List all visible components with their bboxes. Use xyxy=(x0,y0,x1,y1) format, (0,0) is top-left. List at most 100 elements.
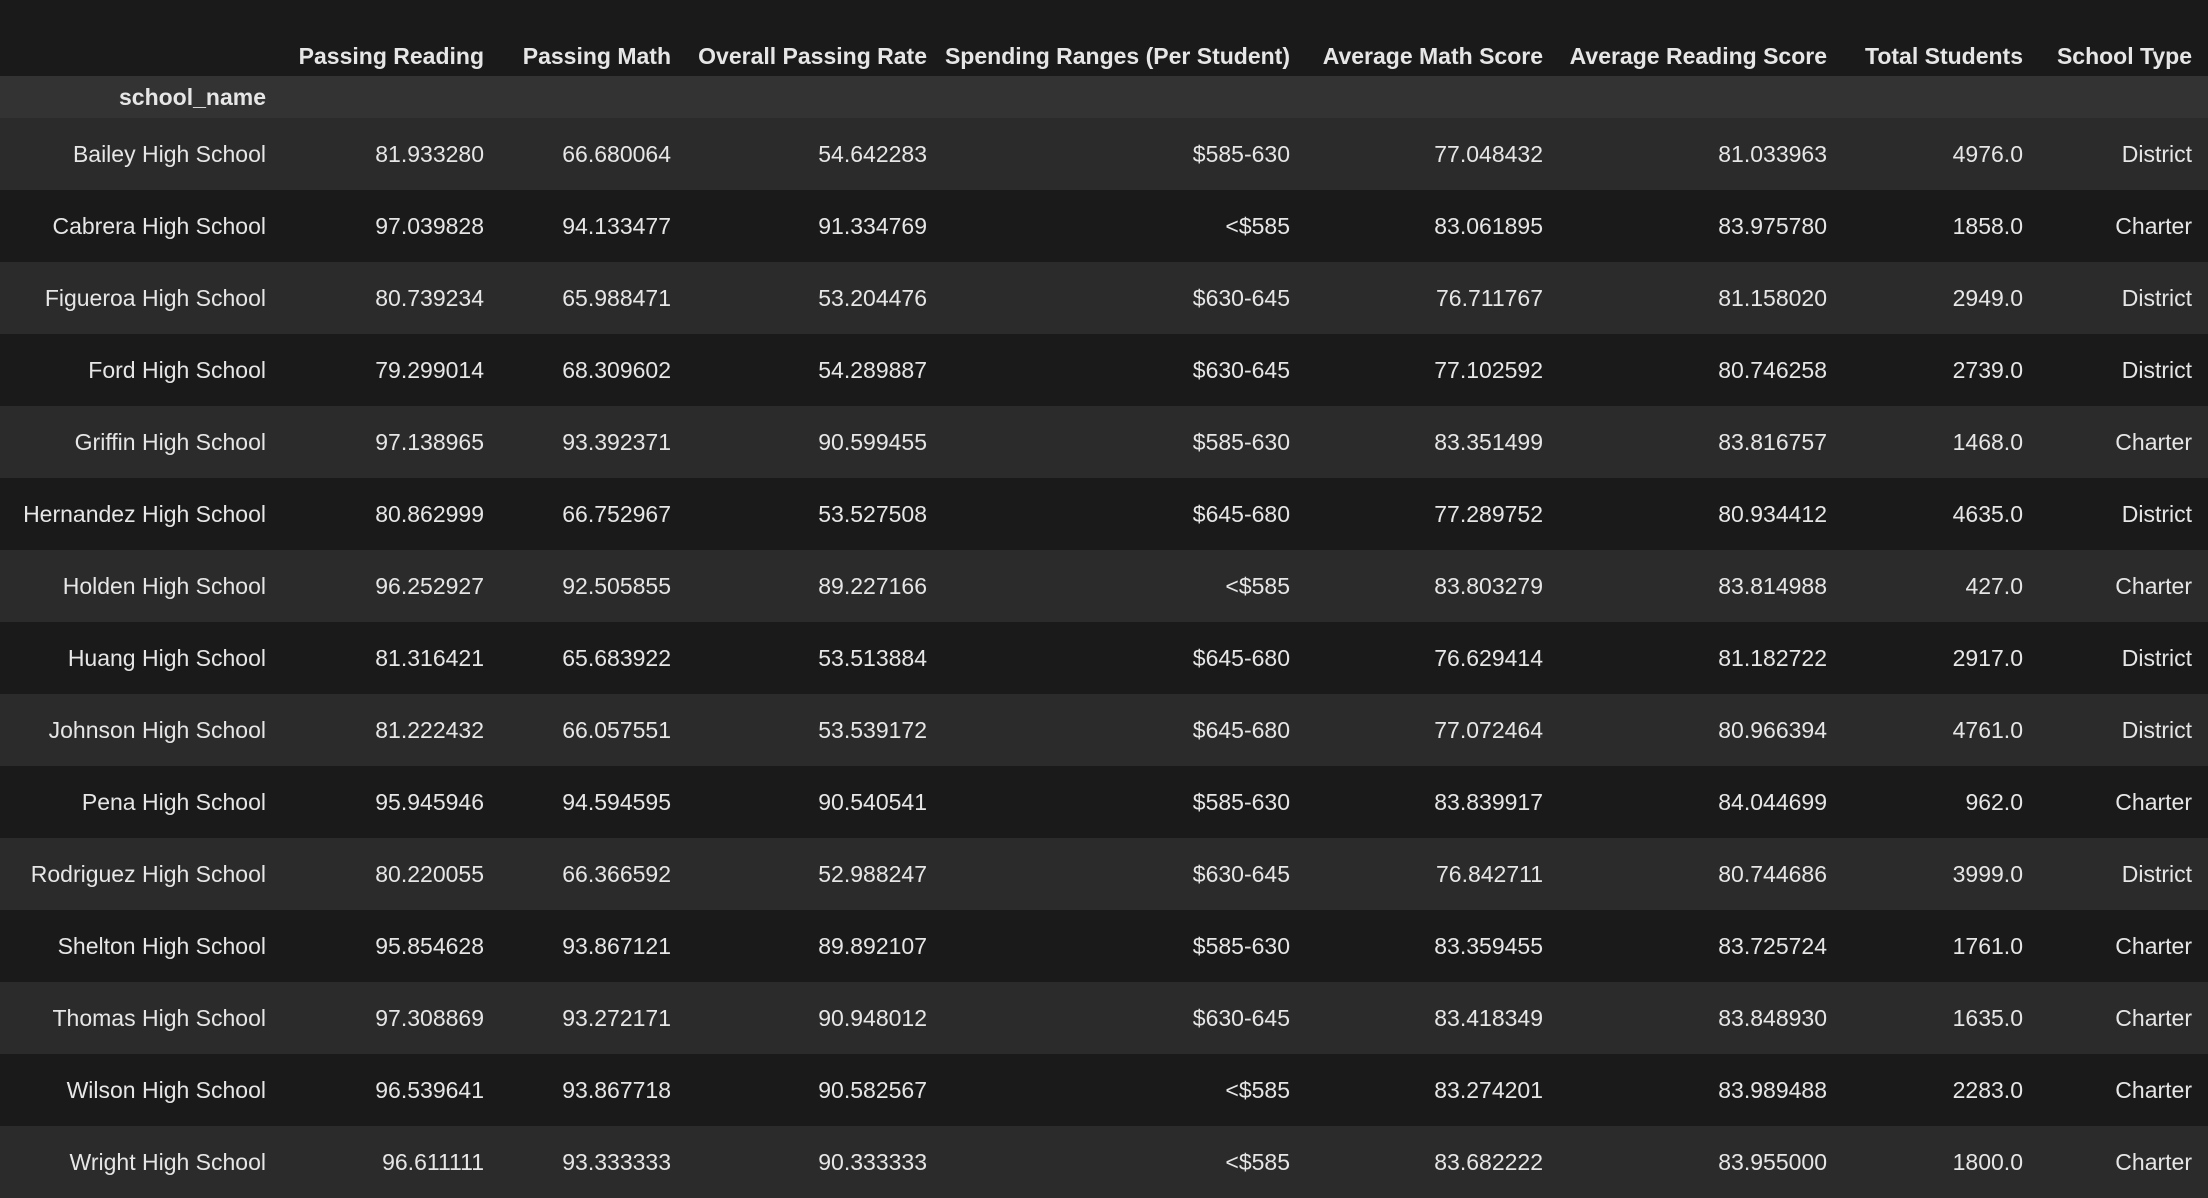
table-cell: $645-680 xyxy=(1192,500,1290,527)
table-cell: 90.948012 xyxy=(818,1004,927,1031)
table-cell: 53.527508 xyxy=(818,500,927,527)
table-cell: 92.505855 xyxy=(562,572,671,599)
table-cell: 76.711767 xyxy=(1435,284,1543,311)
index-name-label: school_name xyxy=(0,76,282,118)
table-cell: 80.220055 xyxy=(375,860,484,887)
table-cell: 83.814988 xyxy=(1718,572,1827,599)
table-cell: 81.182722 xyxy=(1718,644,1827,671)
table-cell: 80.739234 xyxy=(375,284,484,311)
table-cell: 83.989488 xyxy=(1718,1076,1827,1103)
table-cell: 81.222432 xyxy=(375,716,484,743)
table-row: Wilson High School 96.539641 93.867718 90.5… xyxy=(0,1054,2208,1126)
table-cell: 65.683922 xyxy=(562,644,671,671)
table-cell: 93.867718 xyxy=(562,1076,671,1103)
table-cell: 66.057551 xyxy=(562,716,671,743)
table-row: Bailey High School 81.933280 66.680064 54.6… xyxy=(0,118,2208,190)
table-cell: 81.033963 xyxy=(1718,140,1827,167)
table-cell: 96.539641 xyxy=(375,1076,484,1103)
table-cell: 83.418349 xyxy=(1434,1004,1543,1031)
table-row: Cabrera High School 97.039828 94.133477 91.… xyxy=(0,190,2208,262)
table-cell: 2917.0 xyxy=(1952,644,2023,671)
table-row: Figueroa High School 80.739234 65.988471 53… xyxy=(0,262,2208,334)
table-cell: 427.0 xyxy=(1965,572,2023,599)
table-cell: 90.582567 xyxy=(818,1076,927,1103)
table-cell: 96.611111 xyxy=(382,1148,484,1175)
row-index-label: Griffin High School xyxy=(74,428,266,455)
table-cell: 83.061895 xyxy=(1434,212,1543,239)
table-cell: $630-645 xyxy=(1192,356,1290,383)
table-row: Shelton High School 95.854628 93.867121 89.… xyxy=(0,910,2208,982)
table-cell: 77.072464 xyxy=(1434,716,1543,743)
table-cell: District xyxy=(2121,716,2192,743)
table-cell: 3999.0 xyxy=(1952,860,2023,887)
table-cell: District xyxy=(2121,140,2192,167)
column-header: School Type xyxy=(2039,0,2208,76)
row-index-label: Thomas High School xyxy=(52,1004,267,1031)
table-cell: $645-680 xyxy=(1192,716,1290,743)
table-cell: 66.752967 xyxy=(562,500,671,527)
table-row: Huang High School 81.316421 65.683922 53.51… xyxy=(0,622,2208,694)
table-cell: <$585 xyxy=(1225,1076,1290,1103)
table-cell: 54.289887 xyxy=(818,356,927,383)
table-row: Rodriguez High School 80.220055 66.366592 5… xyxy=(0,838,2208,910)
table-row: Hernandez High School 80.862999 66.752967 5… xyxy=(0,478,2208,550)
table-cell: 84.044699 xyxy=(1718,788,1827,815)
table-cell: $585-630 xyxy=(1192,140,1290,167)
table-cell: 83.975780 xyxy=(1718,212,1827,239)
table-cell: <$585 xyxy=(1225,572,1290,599)
index-name-row: school_name xyxy=(0,76,2208,118)
table-cell: 91.334769 xyxy=(818,212,927,239)
table-row: Holden High School 96.252927 92.505855 89.2… xyxy=(0,550,2208,622)
table-cell: 1761.0 xyxy=(1952,932,2023,959)
table-cell: 81.158020 xyxy=(1718,284,1827,311)
table-cell: $630-645 xyxy=(1192,1004,1290,1031)
table-cell: 4635.0 xyxy=(1952,500,2023,527)
table-cell: 97.039828 xyxy=(375,212,484,239)
table-cell: 83.816757 xyxy=(1718,428,1827,455)
table-cell: 81.933280 xyxy=(375,140,484,167)
row-index-label: Pena High School xyxy=(81,788,266,815)
table-cell: 4761.0 xyxy=(1952,716,2023,743)
table-cell: 1800.0 xyxy=(1952,1148,2023,1175)
table-cell: $585-630 xyxy=(1192,932,1290,959)
column-header-row: Passing Reading Passing Math Overall Pas… xyxy=(0,0,2208,76)
table-cell: District xyxy=(2121,644,2192,671)
table-cell: 1635.0 xyxy=(1952,1004,2023,1031)
table-cell: 83.682222 xyxy=(1434,1148,1543,1175)
table-cell: 68.309602 xyxy=(562,356,671,383)
table-row: Griffin High School 97.138965 93.392371 90.… xyxy=(0,406,2208,478)
table-cell: <$585 xyxy=(1225,212,1290,239)
table-cell: 80.862999 xyxy=(375,500,484,527)
table-cell: 83.839917 xyxy=(1434,788,1543,815)
table-cell: 93.333333 xyxy=(562,1148,671,1175)
table-cell: 97.138965 xyxy=(375,428,484,455)
table-cell: 83.848930 xyxy=(1718,1004,1827,1031)
table-cell: 66.680064 xyxy=(562,140,671,167)
table-cell: Charter xyxy=(2115,788,2192,815)
row-index-label: Cabrera High School xyxy=(52,212,266,239)
table-cell: 76.629414 xyxy=(1434,644,1543,671)
table-cell: 77.289752 xyxy=(1434,500,1543,527)
table-cell: <$585 xyxy=(1225,1148,1290,1175)
table-cell: 81.316421 xyxy=(375,644,484,671)
blank-corner-cell xyxy=(0,0,282,76)
table-cell: Charter xyxy=(2115,572,2192,599)
table-cell: 65.988471 xyxy=(562,284,671,311)
table-cell: 2283.0 xyxy=(1952,1076,2023,1103)
column-header: Average Reading Score xyxy=(1559,0,1843,76)
column-header: Passing Reading xyxy=(282,0,500,76)
column-header: Spending Ranges (Per Student) xyxy=(943,0,1306,76)
row-index-label: Hernandez High School xyxy=(23,500,266,527)
table-cell: $630-645 xyxy=(1192,284,1290,311)
table-cell: 89.227166 xyxy=(818,572,927,599)
table-cell: 95.945946 xyxy=(375,788,484,815)
table-cell: Charter xyxy=(2115,212,2192,239)
row-index-label: Huang High School xyxy=(67,644,266,671)
table-row: Pena High School 95.945946 94.594595 90.540… xyxy=(0,766,2208,838)
row-index-label: Wright High School xyxy=(69,1148,266,1175)
table-cell: 80.934412 xyxy=(1718,500,1827,527)
column-header: Overall Passing Rate xyxy=(687,0,943,76)
table-cell: Charter xyxy=(2115,1076,2192,1103)
table-cell: 93.867121 xyxy=(562,932,671,959)
